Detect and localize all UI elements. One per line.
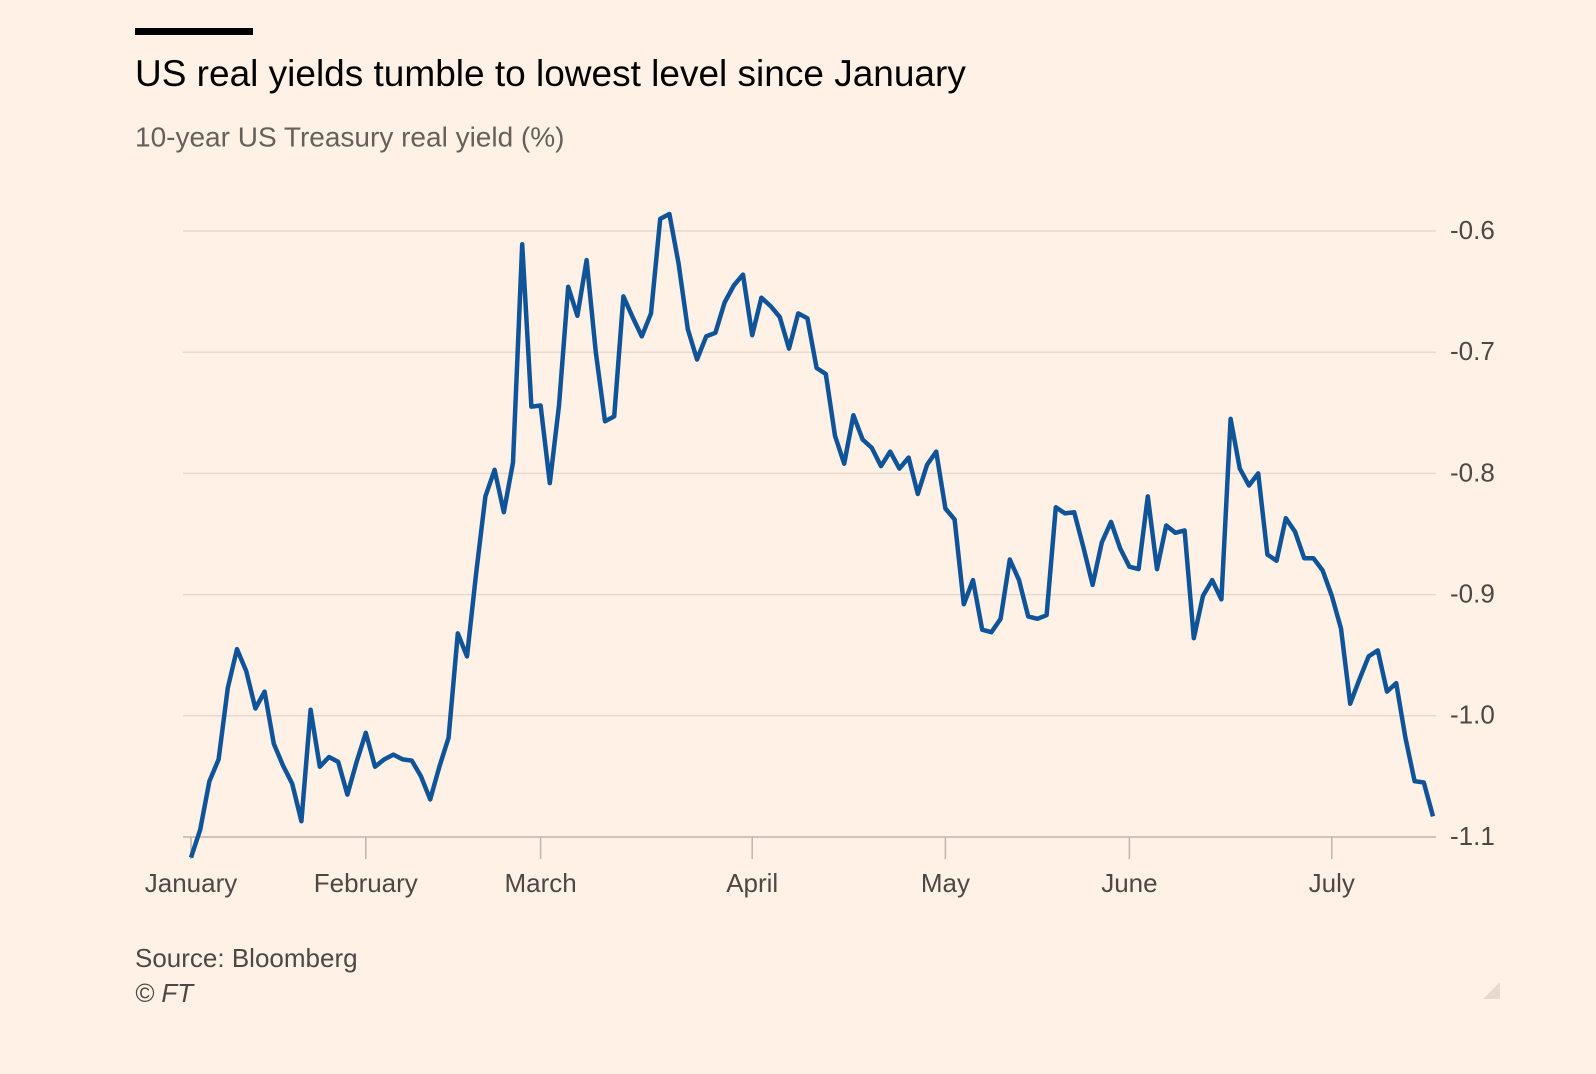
x-tick-label: March <box>504 868 576 898</box>
resize-corner <box>1483 982 1500 999</box>
y-tick-label: -0.8 <box>1450 457 1495 487</box>
x-tick-label: June <box>1101 868 1157 898</box>
source: Source: Bloomberg <box>135 943 358 973</box>
copyright: © FT <box>135 978 195 1008</box>
y-tick-label: -1.0 <box>1450 700 1495 730</box>
y-tick-label: -1.1 <box>1450 821 1495 851</box>
y-tick-label: -0.6 <box>1450 215 1495 245</box>
chart-title: US real yields tumble to lowest level si… <box>135 53 966 94</box>
x-tick-label: January <box>145 868 238 898</box>
x-tick-label: April <box>726 868 778 898</box>
y-tick-label: -0.7 <box>1450 336 1495 366</box>
y-tick-label: -0.9 <box>1450 578 1495 608</box>
title-bar <box>135 28 253 35</box>
x-tick-label: July <box>1309 868 1355 898</box>
line-series <box>188 211 1436 859</box>
x-tick-label: May <box>921 868 970 898</box>
x-tick-label: February <box>314 868 418 898</box>
chart-subtitle: 10-year US Treasury real yield (%) <box>135 121 564 152</box>
